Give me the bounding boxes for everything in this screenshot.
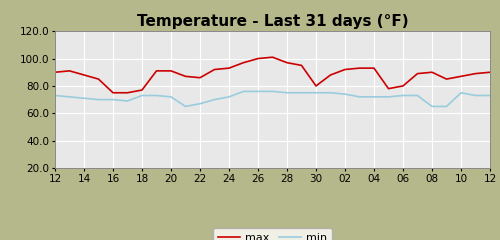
max [66, 69, 72, 72]
max [182, 75, 188, 78]
max [139, 89, 145, 91]
min [472, 94, 478, 97]
max [313, 84, 319, 87]
min [487, 94, 493, 97]
max [255, 57, 261, 60]
max [284, 61, 290, 64]
Line: min: min [55, 91, 490, 107]
min [270, 90, 276, 93]
max [386, 87, 392, 90]
min [328, 91, 334, 94]
min [182, 105, 188, 108]
min [400, 94, 406, 97]
max [81, 73, 87, 76]
min [458, 91, 464, 94]
min [52, 94, 58, 97]
max [124, 91, 130, 94]
Legend: max, min: max, min [213, 228, 332, 240]
min [386, 96, 392, 98]
min [66, 96, 72, 98]
max [154, 69, 160, 72]
max [298, 64, 304, 67]
min [342, 93, 348, 96]
max [328, 73, 334, 76]
min [284, 91, 290, 94]
min [298, 91, 304, 94]
max [414, 72, 420, 75]
max [197, 76, 203, 79]
max [371, 67, 377, 70]
max [356, 67, 362, 70]
max [400, 84, 406, 87]
min [414, 94, 420, 97]
min [81, 97, 87, 100]
max [110, 91, 116, 94]
max [52, 71, 58, 74]
Title: Temperature - Last 31 days (°F): Temperature - Last 31 days (°F) [136, 14, 408, 29]
min [371, 96, 377, 98]
min [255, 90, 261, 93]
max [487, 71, 493, 74]
min [110, 98, 116, 101]
max [472, 72, 478, 75]
max [342, 68, 348, 71]
max [429, 71, 435, 74]
min [444, 105, 450, 108]
min [226, 96, 232, 98]
max [226, 67, 232, 70]
max [444, 78, 450, 80]
min [154, 94, 160, 97]
max [96, 78, 102, 80]
max [270, 56, 276, 59]
min [429, 105, 435, 108]
max [212, 68, 218, 71]
max [458, 75, 464, 78]
min [313, 91, 319, 94]
min [212, 98, 218, 101]
min [168, 96, 174, 98]
min [197, 102, 203, 105]
min [124, 100, 130, 102]
Line: max: max [55, 57, 490, 93]
min [139, 94, 145, 97]
min [356, 96, 362, 98]
min [240, 90, 246, 93]
min [96, 98, 102, 101]
max [240, 61, 246, 64]
max [168, 69, 174, 72]
